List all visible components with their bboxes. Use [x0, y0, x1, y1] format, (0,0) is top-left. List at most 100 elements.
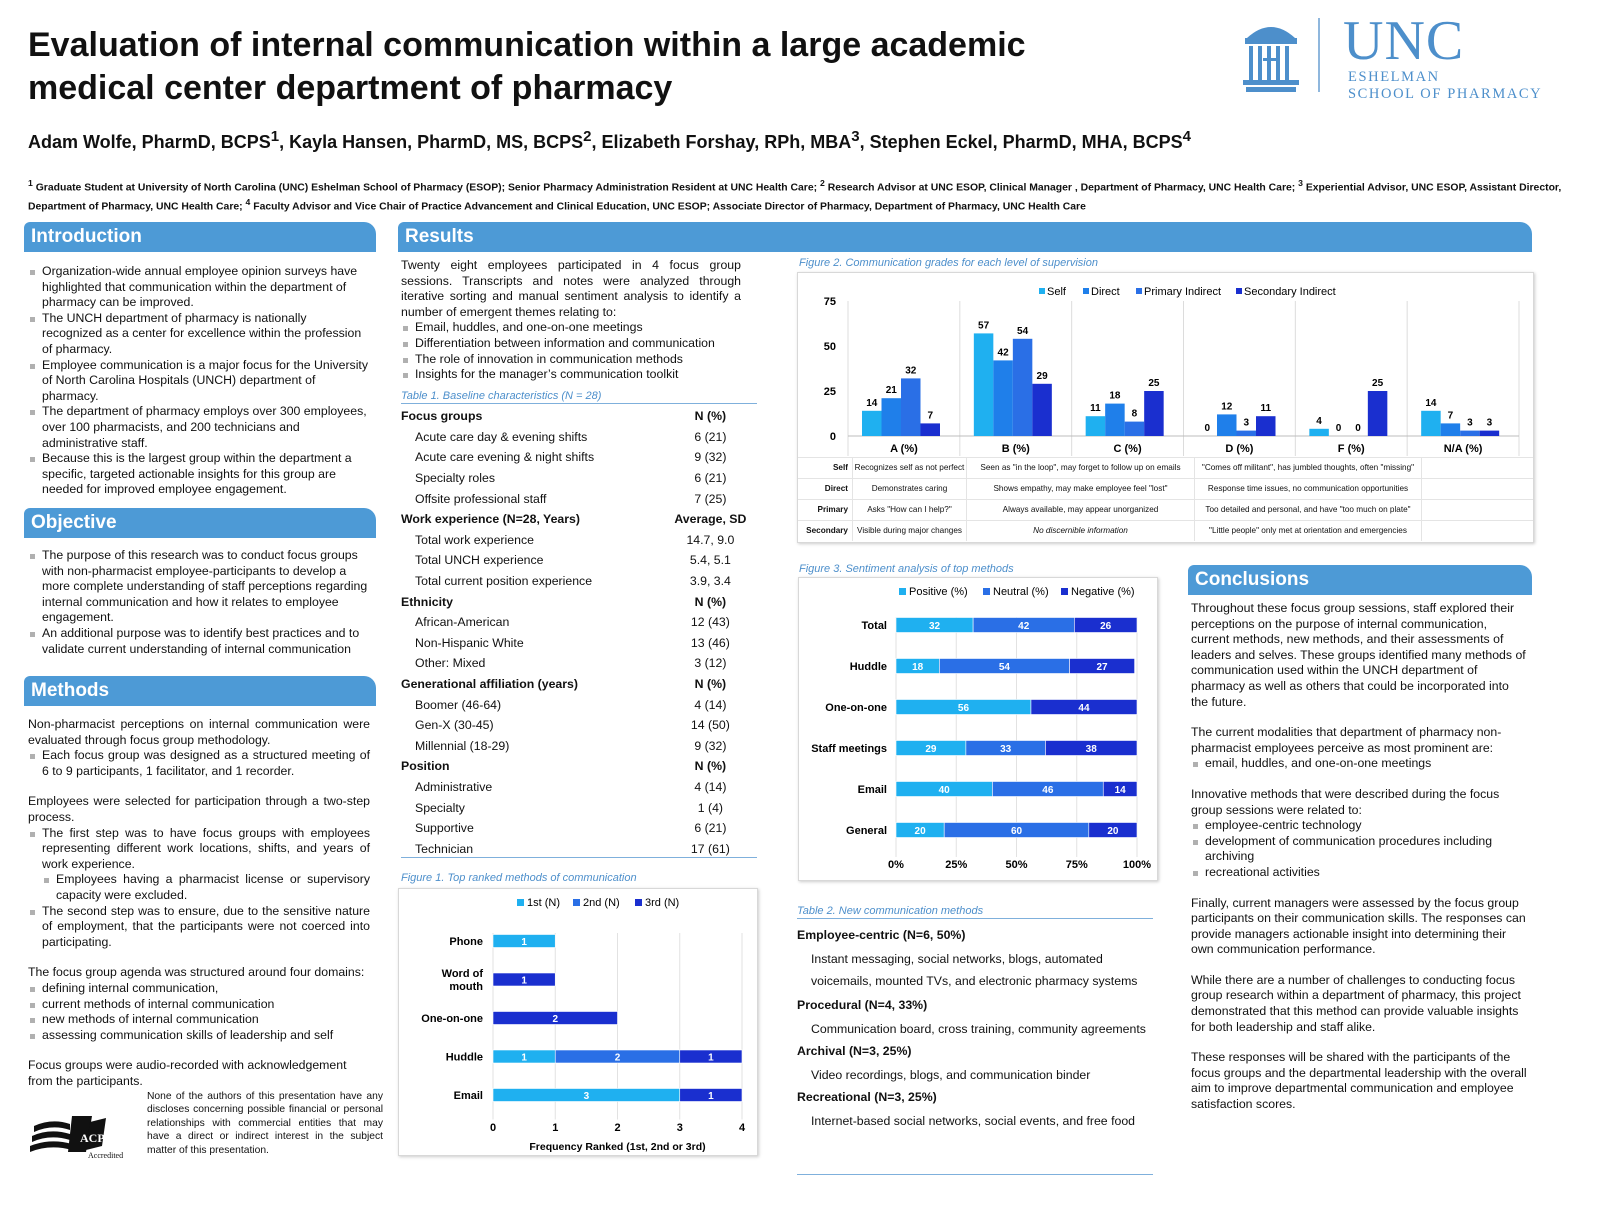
data-label: 18 — [912, 662, 924, 673]
fig2-table-cell: No discernible information — [967, 521, 1195, 541]
legend-swatch — [1039, 288, 1045, 294]
fig2-table-cell: "Little people" only met at orientation … — [1195, 521, 1422, 541]
data-label: 18 — [1109, 391, 1121, 402]
bar-segment — [1045, 740, 1138, 756]
introduction-list: Organization-wide annual employee opinio… — [28, 264, 370, 498]
table-header-row: Work experience (N=28, Years) Average, SD — [401, 509, 759, 530]
bar-segment — [492, 972, 556, 987]
fig2-row-label: Self — [798, 458, 853, 478]
table-cell-value: 6 (21) — [694, 821, 727, 836]
data-label: 3 — [1243, 418, 1249, 429]
list-item: The UNCH department of pharmacy is natio… — [28, 311, 370, 358]
category-label: Email — [454, 1090, 483, 1102]
y-tick-label: 75 — [824, 296, 836, 308]
fig1-chart: 1st (N) 2nd (N) 3rd (N) 0 1 2 3 4 Phone 1 Word ofm… — [421, 897, 746, 1153]
x-tick-label: 1 — [552, 1122, 558, 1134]
introduction-heading: Introduction — [24, 222, 376, 252]
table-cell-value: 14.7, 9.0 — [686, 532, 735, 547]
data-label: 44 — [1078, 703, 1090, 714]
data-label: 3 — [1487, 418, 1493, 429]
legend-swatch — [899, 588, 906, 595]
table-cell-label: Total work experience — [415, 532, 534, 547]
table2-group-header: Procedural (N=4, 33%) — [797, 998, 928, 1012]
y-tick-label: 25 — [824, 386, 836, 398]
table-cell-label: Focus groups — [401, 409, 483, 424]
list-item: current methods of internal communicatio… — [28, 997, 370, 1013]
table-cell-label: Total current position experience — [415, 574, 593, 589]
title-line-1: Evaluation of internal communication wit… — [28, 26, 1026, 64]
x-tick-label: 50% — [1005, 859, 1027, 871]
fig2-row-label: Primary — [798, 500, 853, 520]
data-label: 14 — [1115, 785, 1127, 796]
table-cell-label: Acute care evening & night shifts — [415, 450, 595, 465]
list-item: Differentiation between information and … — [401, 336, 741, 352]
objective-heading: Objective — [24, 508, 376, 538]
table2-group-text: Internet-based social networks, social e… — [811, 1114, 1136, 1128]
category-label: One-on-one — [825, 702, 887, 714]
accreditation-logo: ACP Accredited — [30, 1116, 123, 1160]
x-category-label: N/A (%) — [1444, 443, 1483, 455]
bar-segment — [492, 1011, 618, 1025]
table-cell-label: Administrative — [415, 779, 493, 794]
data-label: 60 — [1011, 826, 1023, 837]
objective-list: The purpose of this research was to cond… — [28, 548, 370, 657]
data-label: 0 — [1204, 423, 1210, 434]
table-row: Total work experience 14.7, 9.0 — [401, 530, 759, 551]
table-cell-value: 9 (32) — [694, 450, 727, 465]
data-label: 40 — [939, 785, 951, 796]
list-item: An additional purpose was to identify be… — [28, 626, 370, 657]
logo-divider — [1318, 18, 1320, 92]
x-tick-label: 100% — [1123, 859, 1151, 871]
table-cell-value: 6 (21) — [694, 429, 727, 444]
conclusions-paragraph: These responses will be shared with the … — [1191, 1050, 1527, 1112]
title-line-2: medical center department of pharmacy — [28, 69, 673, 107]
results-heading: Results — [398, 222, 1532, 252]
fig2-row-label: Secondary — [798, 521, 853, 541]
baseline-table: Focus groups N (%) Acute care day & evenin… — [401, 406, 759, 859]
bar-segment — [679, 1049, 743, 1064]
list-item: recreational activities — [1191, 865, 1528, 881]
conclusions-heading: Conclusions — [1188, 565, 1532, 595]
category-label: General — [846, 825, 887, 837]
legend-label: Neutral (%) — [993, 586, 1049, 598]
table2-group-text: Communication board, cross training, com… — [811, 1022, 1146, 1036]
table-cell-label: Boomer (46-64) — [415, 697, 502, 712]
table-row: Other: Mixed 3 (12) — [401, 653, 759, 674]
table-row: Acute care day & evening shifts 6 (21) — [401, 427, 759, 448]
data-label: 25 — [1148, 378, 1160, 389]
list-item: The department of pharmacy employs over … — [28, 404, 370, 451]
x-category-label: C (%) — [1114, 443, 1142, 455]
x-category-label: F (%) — [1338, 443, 1365, 455]
list-item: The first step was to have focus groups … — [28, 826, 370, 873]
legend-swatch — [517, 899, 524, 906]
fig2-table-cell: Recognizes self as not perfect — [853, 458, 967, 478]
new-methods-table: Employee-centric (N=6, 50%) Instant mess… — [797, 928, 1153, 1132]
table-row: Supportive 6 (21) — [401, 818, 759, 839]
table-cell-label: Technician — [415, 841, 474, 856]
bar — [1440, 423, 1461, 436]
data-label: 46 — [1042, 785, 1054, 796]
x-tick-label: 75% — [1066, 859, 1088, 871]
table-header-row: Focus groups N (%) — [401, 406, 759, 427]
data-label: 14 — [866, 398, 878, 409]
table-row: Millennial (18-29) 9 (32) — [401, 736, 759, 757]
bar — [1085, 416, 1106, 436]
fig2-description-table: Self Recognizes self as not perfect Seen a… — [798, 457, 1533, 541]
bar — [1144, 391, 1164, 436]
fig2-table-row: Primary Asks "How can I help?" Always avai… — [798, 499, 1533, 520]
bar — [1367, 391, 1388, 436]
author-list: Adam Wolfe, PharmD, BCPS1, Kayla Hansen,… — [28, 128, 1192, 152]
table-cell-value: 4 (14) — [694, 697, 727, 712]
legend-label: 1st (N) — [527, 897, 560, 909]
table-cell-value: 6 (21) — [694, 471, 727, 486]
methods-paragraph: The focus group agenda was structured ar… — [28, 965, 365, 980]
bar — [1460, 430, 1480, 436]
category-label: Email — [858, 784, 887, 796]
bar-segment — [1030, 699, 1138, 715]
table-cell-label: Gen-X (30-45) — [415, 718, 494, 733]
table-row: Gen-X (30-45) 14 (50) — [401, 715, 759, 736]
table-row: Acute care evening & night shifts 9 (32) — [401, 447, 759, 468]
data-label: 57 — [978, 320, 990, 331]
affiliation-3: Experiential Advisor, UNC ESOP, Assistan… — [28, 182, 1562, 213]
list-item: The purpose of this research was to cond… — [28, 548, 370, 626]
